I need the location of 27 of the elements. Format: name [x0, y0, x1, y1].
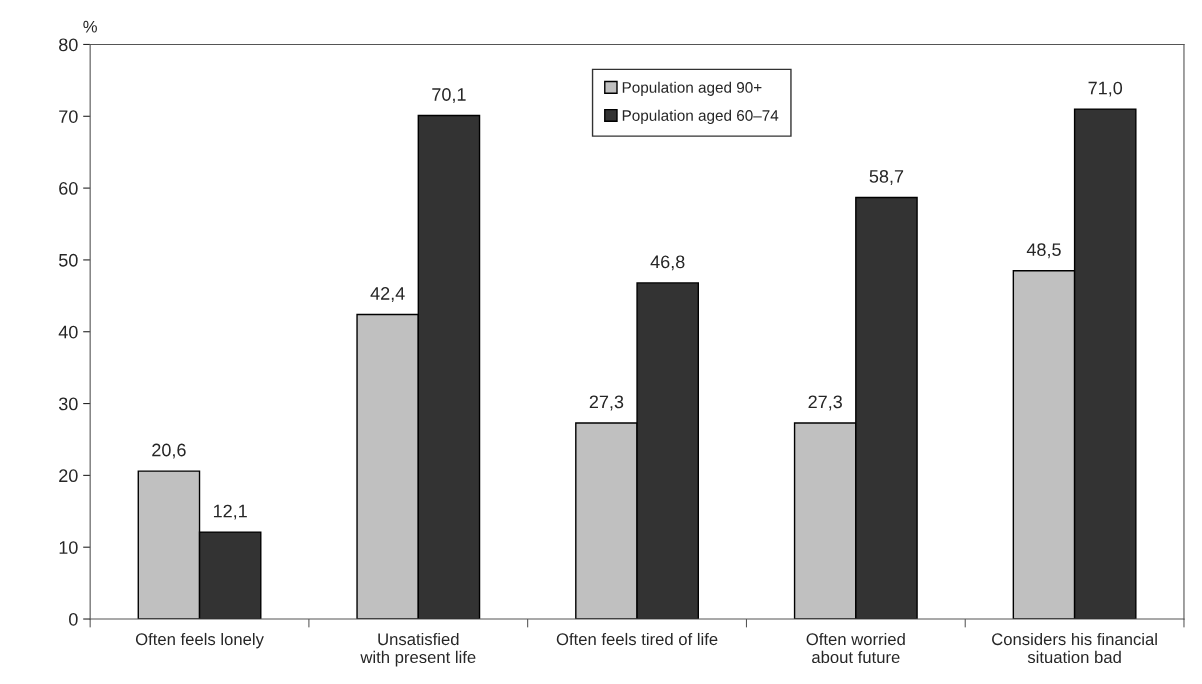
data-label: 48,5	[1026, 243, 1061, 259]
y-tick-label: 50	[58, 253, 78, 267]
data-label: 27,3	[589, 395, 624, 411]
x-tick-label: Considers his financial situation bad	[992, 632, 1157, 664]
y-axis-title: %	[83, 20, 97, 33]
y-tick-label: 0	[69, 612, 78, 626]
x-tick-label: Often feels lonely	[135, 632, 264, 649]
data-label: 71,0	[1088, 81, 1123, 97]
y-tick-label: 10	[59, 541, 78, 554]
data-label: 42,4	[370, 287, 405, 302]
y-tick-label: 20	[59, 469, 78, 483]
x-tick-label: Often worried about future	[806, 632, 905, 664]
legend-label: Population aged 90+	[622, 81, 762, 96]
y-tick-label: 40	[58, 325, 78, 339]
y-tick-label: 70	[59, 110, 78, 123]
data-label: 70,1	[432, 88, 466, 104]
x-tick-label: Unsatisfied with present life	[360, 632, 476, 667]
y-tick-label: 60	[59, 182, 78, 195]
x-tick-label: Often feels tired of life	[556, 632, 718, 646]
legend-label: Population aged 60–74	[622, 109, 779, 124]
data-label: 12,1	[213, 504, 247, 520]
data-label: 27,3	[808, 395, 842, 411]
y-tick-label: 80	[59, 38, 78, 52]
y-tick-label: 30	[58, 397, 78, 411]
data-label: 58,7	[869, 169, 904, 185]
data-label: 46,8	[650, 255, 685, 271]
data-label: 20,6	[152, 443, 186, 459]
